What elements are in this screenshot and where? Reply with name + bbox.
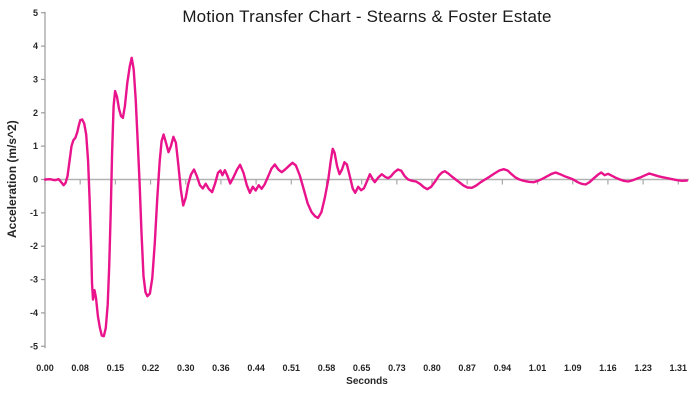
y-tick-label: 1: [33, 141, 38, 151]
y-tick-label: 5: [33, 8, 38, 18]
x-tick-label: 1.16: [599, 363, 617, 373]
x-tick-label: 0.36: [212, 363, 230, 373]
x-tick-label: 0.73: [388, 363, 406, 373]
x-tick-label: 0.44: [247, 363, 265, 373]
x-tick-label: 0.65: [353, 363, 371, 373]
x-tick-label: 0.94: [494, 363, 512, 373]
y-tick-label: -1: [30, 208, 38, 218]
x-axis-title: Seconds: [346, 376, 388, 387]
x-tick-label: 1.09: [564, 363, 582, 373]
y-tick-label: -4: [30, 308, 38, 318]
x-tick-label: 0.22: [142, 363, 160, 373]
x-tick-label: 0.51: [283, 363, 301, 373]
y-tick-label: 0: [33, 175, 38, 185]
y-tick-label: -3: [30, 275, 38, 285]
x-tick-label: 0.30: [177, 363, 195, 373]
x-tick-label: 0.00: [36, 363, 54, 373]
y-tick-label: 3: [33, 74, 38, 84]
x-tick-label: 0.87: [458, 363, 476, 373]
y-tick-label: 2: [33, 108, 38, 118]
series-line-acceleration: [43, 56, 689, 338]
x-tick-label: 1.01: [529, 363, 547, 373]
x-tick-label: 1.23: [634, 363, 652, 373]
y-tick-label: -5: [30, 341, 38, 351]
chart-title: Motion Transfer Chart - Stearns & Foster…: [182, 7, 552, 26]
x-tick-label: 0.15: [107, 363, 125, 373]
x-tick-label: 0.80: [423, 363, 441, 373]
y-tick-label: 4: [33, 41, 38, 51]
x-tick-label: 1.31: [670, 363, 688, 373]
x-tick-label: 0.08: [71, 363, 89, 373]
y-tick-label: -2: [30, 241, 38, 251]
x-tick-label: 0.58: [318, 363, 336, 373]
